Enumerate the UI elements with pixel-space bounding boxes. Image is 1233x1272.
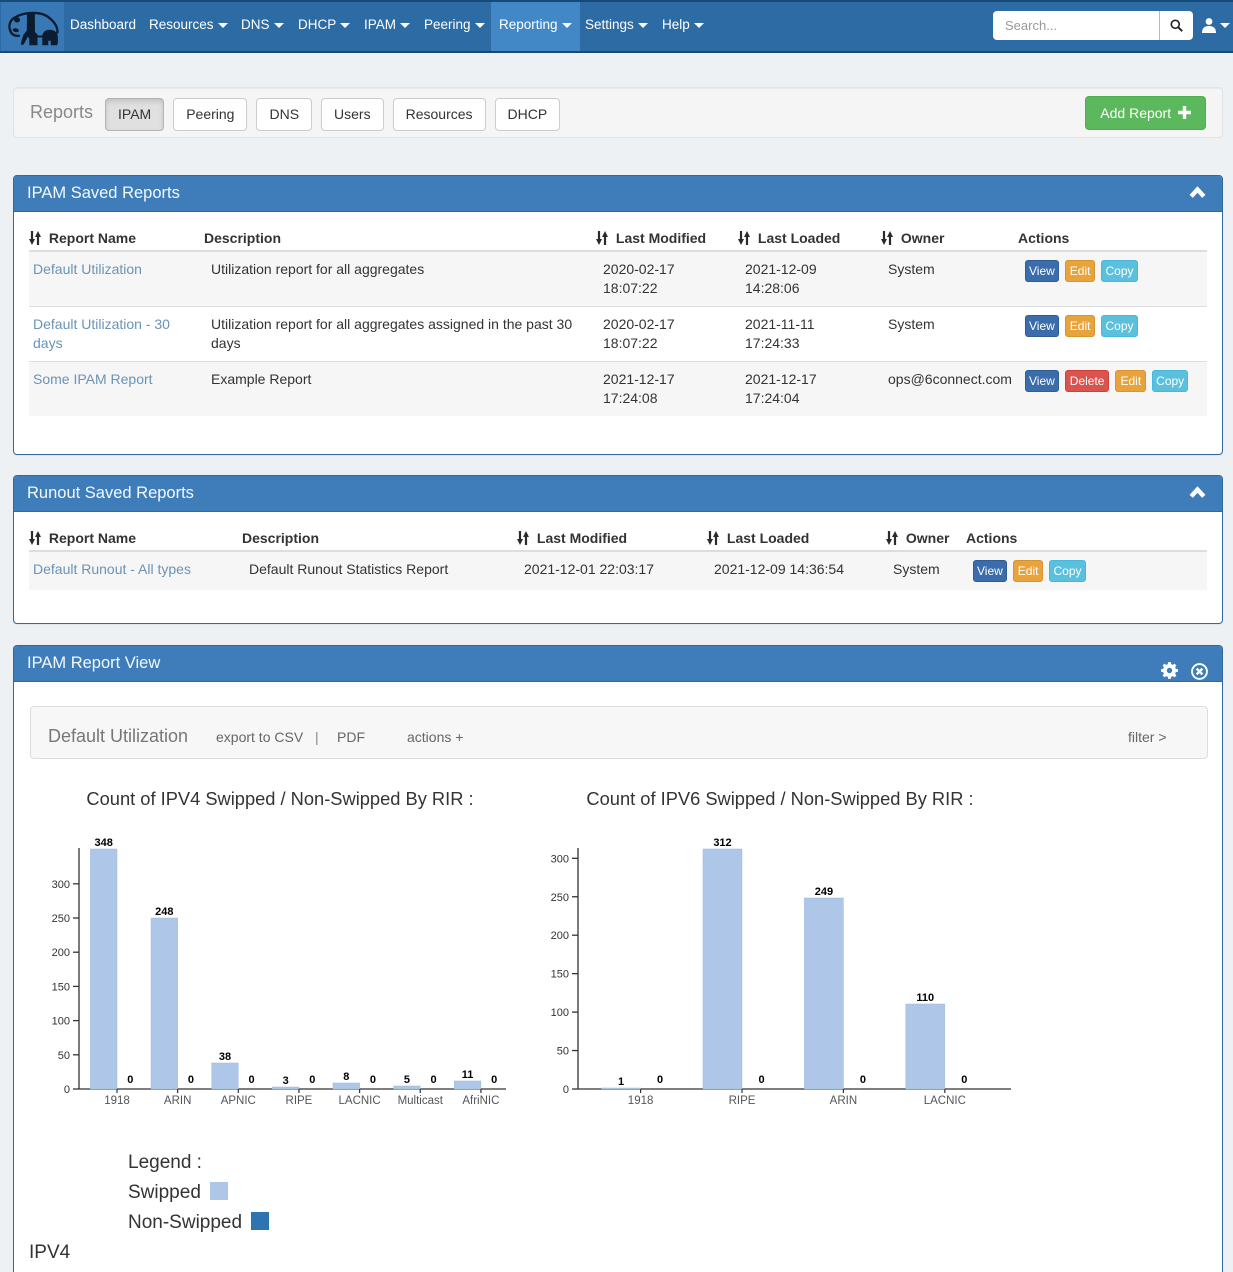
svg-text:50: 50	[557, 1046, 569, 1058]
svg-text:110: 110	[916, 992, 934, 1004]
svg-text:RIPE: RIPE	[286, 1095, 313, 1107]
svg-text:ARIN: ARIN	[164, 1095, 191, 1107]
svg-text:100: 100	[52, 1016, 70, 1028]
svg-text:0: 0	[127, 1074, 133, 1086]
svg-text:50: 50	[58, 1050, 70, 1062]
svg-text:8: 8	[343, 1071, 349, 1083]
svg-text:ARIN: ARIN	[830, 1095, 857, 1107]
svg-text:312: 312	[713, 837, 731, 849]
svg-text:LACNIC: LACNIC	[924, 1095, 966, 1107]
svg-text:100: 100	[551, 1007, 569, 1019]
svg-text:0: 0	[188, 1074, 194, 1086]
svg-text:38: 38	[219, 1051, 231, 1063]
svg-text:300: 300	[52, 879, 70, 891]
svg-text:248: 248	[155, 906, 173, 918]
svg-text:0: 0	[961, 1074, 967, 1086]
svg-text:0: 0	[370, 1074, 376, 1086]
svg-text:0: 0	[309, 1074, 315, 1086]
svg-text:0: 0	[430, 1074, 436, 1086]
svg-text:LACNIC: LACNIC	[339, 1095, 381, 1107]
svg-text:348: 348	[95, 837, 113, 849]
svg-text:AfriNIC: AfriNIC	[462, 1095, 499, 1107]
svg-text:1918: 1918	[628, 1095, 654, 1107]
svg-text:5: 5	[404, 1074, 410, 1086]
svg-text:200: 200	[551, 930, 569, 942]
svg-text:3: 3	[283, 1075, 289, 1087]
svg-text:0: 0	[758, 1074, 764, 1086]
svg-text:Count of IPV4 Swipped / Non-Sw: Count of IPV4 Swipped / Non-Swipped By R…	[86, 788, 473, 809]
svg-text:1918: 1918	[104, 1095, 130, 1107]
svg-text:249: 249	[815, 886, 833, 898]
svg-text:200: 200	[52, 947, 70, 959]
svg-text:0: 0	[657, 1074, 663, 1086]
svg-text:0: 0	[249, 1074, 255, 1086]
svg-text:250: 250	[52, 913, 70, 925]
svg-text:1: 1	[618, 1076, 624, 1088]
svg-text:0: 0	[491, 1074, 497, 1086]
svg-text:Multicast: Multicast	[398, 1095, 444, 1107]
svg-text:11: 11	[462, 1069, 474, 1081]
svg-text:0: 0	[64, 1084, 70, 1096]
svg-text:Count of IPV6 Swipped / Non-Sw: Count of IPV6 Swipped / Non-Swipped By R…	[586, 788, 973, 809]
svg-text:250: 250	[551, 892, 569, 904]
svg-text:0: 0	[860, 1074, 866, 1086]
svg-text:150: 150	[52, 981, 70, 993]
svg-text:300: 300	[551, 853, 569, 865]
svg-text:150: 150	[551, 969, 569, 981]
svg-text:RIPE: RIPE	[729, 1095, 756, 1107]
svg-text:APNIC: APNIC	[221, 1095, 256, 1107]
svg-text:0: 0	[563, 1084, 569, 1096]
